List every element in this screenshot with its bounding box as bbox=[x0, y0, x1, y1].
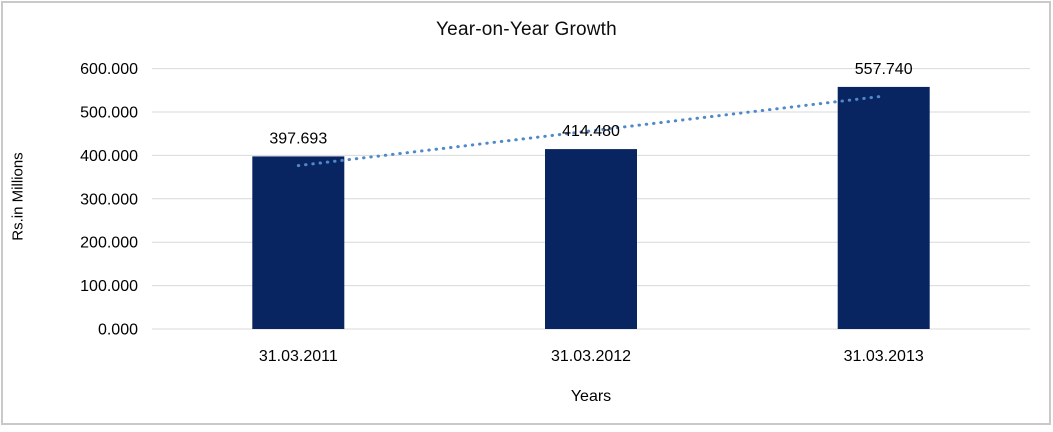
bar bbox=[252, 156, 345, 329]
x-tick-label: 31.03.2012 bbox=[551, 348, 631, 365]
y-tick-label: 400.000 bbox=[80, 148, 138, 165]
bar bbox=[837, 86, 930, 330]
bar-value-label: 414.480 bbox=[562, 123, 620, 140]
y-tick-label: 500.000 bbox=[80, 105, 138, 122]
y-tick-label: 200.000 bbox=[80, 235, 138, 252]
y-tick-label: 300.000 bbox=[80, 191, 138, 208]
y-tick-label: 600.000 bbox=[80, 61, 138, 78]
bar-value-label: 397.693 bbox=[269, 130, 327, 147]
x-axis-title: Years bbox=[570, 388, 612, 405]
chart-title: Year-on-Year Growth bbox=[436, 19, 617, 40]
x-tick-label: 31.03.2011 bbox=[259, 348, 338, 365]
y-tick-label: 100.000 bbox=[80, 278, 138, 295]
bar bbox=[545, 149, 637, 329]
x-tick-label: 31.03.2013 bbox=[844, 348, 924, 365]
y-tick-label: 0.000 bbox=[98, 322, 138, 339]
bar-value-label: 557.740 bbox=[855, 61, 913, 78]
